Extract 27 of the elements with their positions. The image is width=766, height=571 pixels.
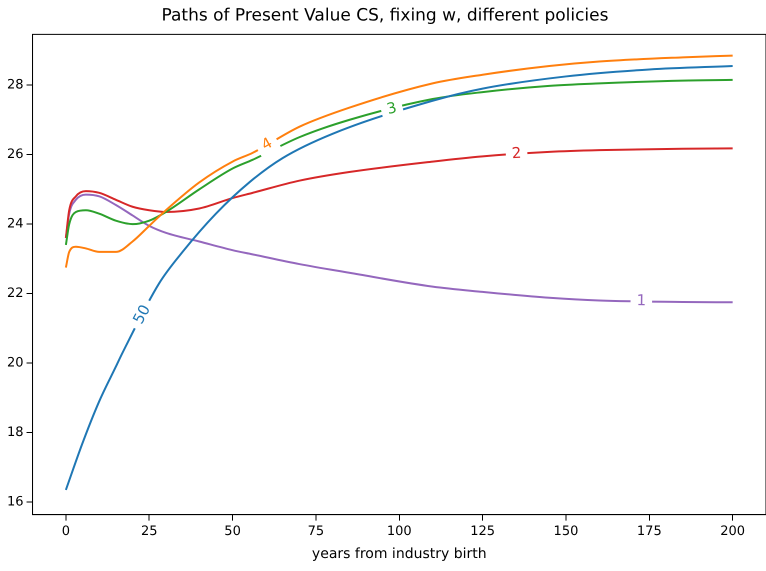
line-series bbox=[64, 147, 734, 240]
x-tick-label: 150 bbox=[554, 524, 578, 539]
x-tick-label: 200 bbox=[720, 524, 746, 539]
x-tick-label: 175 bbox=[636, 524, 662, 539]
text: 3 bbox=[384, 98, 398, 118]
text: 50 bbox=[129, 302, 154, 327]
y-tick-label: 20 bbox=[6, 355, 24, 370]
text: 4 bbox=[258, 134, 276, 154]
y-tick-label: 26 bbox=[6, 147, 24, 162]
x-axis-title: years from industry birth bbox=[312, 546, 487, 562]
line-series bbox=[64, 54, 734, 269]
line-series bbox=[64, 65, 734, 491]
x-tick-label: 125 bbox=[470, 524, 496, 539]
x-tick-label: 50 bbox=[224, 524, 241, 539]
y-tick-label: 24 bbox=[6, 216, 24, 232]
y-tick-label: 28 bbox=[6, 78, 24, 93]
chart-title: Paths of Present Value CS, fixing w, different policies bbox=[162, 6, 609, 26]
y-tick-label: 16 bbox=[6, 494, 24, 510]
series-label: 2 bbox=[511, 144, 522, 162]
x-tick-label: 100 bbox=[386, 524, 412, 539]
y-tick-label: 18 bbox=[6, 424, 24, 440]
line-series bbox=[64, 78, 734, 246]
x-tick-label: 0 bbox=[62, 524, 70, 539]
x-tick-label: 75 bbox=[308, 524, 324, 539]
x-tick-label: 25 bbox=[140, 524, 158, 539]
series-label: 1 bbox=[636, 291, 646, 310]
y-tick-label: 22 bbox=[6, 286, 24, 301]
